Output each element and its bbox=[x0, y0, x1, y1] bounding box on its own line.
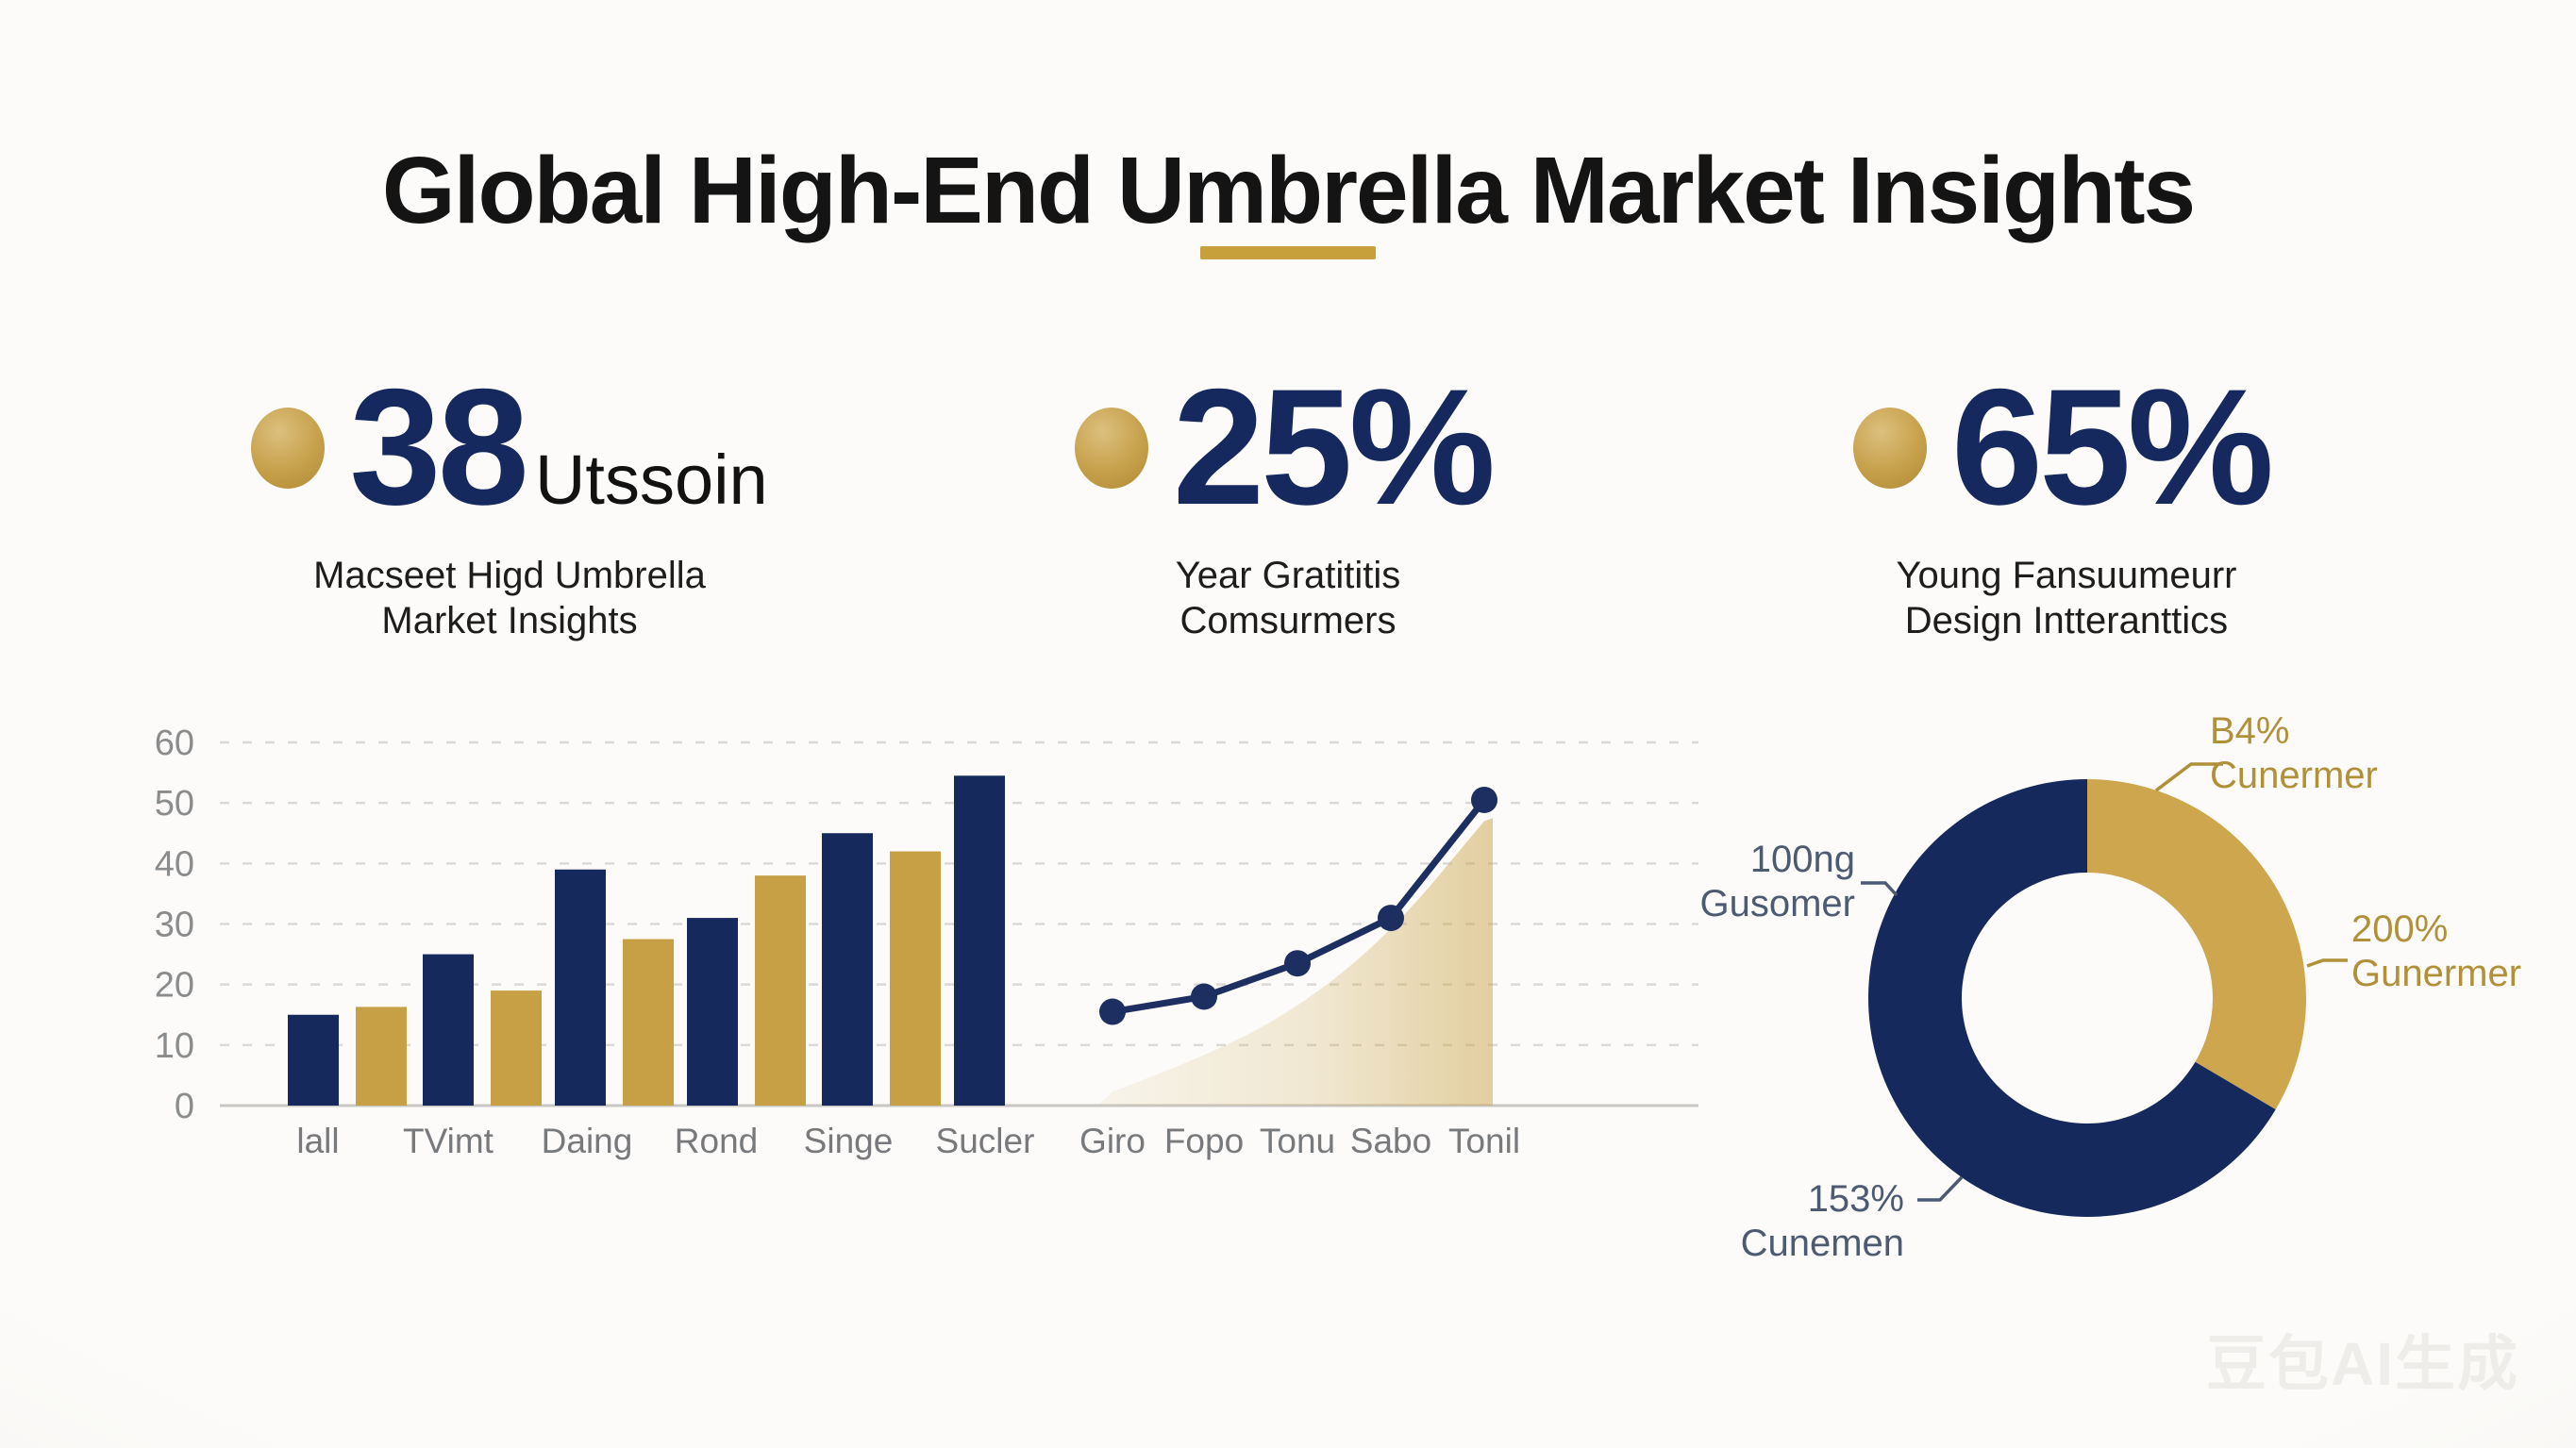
svg-text:Giro: Giro bbox=[1079, 1122, 1146, 1160]
svg-text:Sucler: Sucler bbox=[936, 1122, 1035, 1160]
donut-callout-right: 200% Gunermer bbox=[2351, 907, 2521, 996]
stat-label-line1: Year Gratititis bbox=[1175, 555, 1401, 596]
svg-text:TVimt: TVimt bbox=[403, 1122, 494, 1160]
stat-value: 25% bbox=[1172, 356, 1496, 540]
stat-card-young-consumers: 65% Young Fansuumeurr Design Intterantti… bbox=[1812, 365, 2321, 643]
callout-value: 153% bbox=[1807, 1178, 1904, 1220]
callout-leader-lines bbox=[1861, 762, 2348, 1202]
stat-unit: Utssoin bbox=[534, 441, 768, 519]
callout-value: 100ng bbox=[1749, 839, 1855, 880]
svg-text:0: 0 bbox=[175, 1087, 194, 1126]
svg-text:Daing: Daing bbox=[542, 1122, 633, 1160]
stat-card-market-size: 38 Utssoin Macseet Higd Umbrella Market … bbox=[226, 365, 793, 643]
svg-text:60: 60 bbox=[155, 724, 194, 763]
svg-text:Sabo: Sabo bbox=[1350, 1122, 1431, 1160]
line-chart: Giro Fopo Tonu Sabo Tonil bbox=[1079, 786, 1520, 1160]
stat-head: 25% bbox=[1033, 365, 1543, 530]
svg-text:40: 40 bbox=[155, 844, 194, 884]
svg-text:10: 10 bbox=[155, 1026, 194, 1066]
gold-dot-icon bbox=[251, 407, 326, 489]
donut-callout-bottom: 153% Cunemen bbox=[1678, 1177, 1904, 1266]
callout-value: B4% bbox=[2210, 710, 2290, 752]
stat-label-line1: Young Fansuumeurr bbox=[1896, 555, 2237, 596]
svg-text:Tonil: Tonil bbox=[1448, 1122, 1520, 1160]
stat-value: 65% bbox=[1950, 356, 2274, 540]
callout-label: Cunermer bbox=[2210, 755, 2378, 797]
stat-number-group: 65% bbox=[1951, 365, 2280, 530]
stat-label-line2: Design Intteranttics bbox=[1904, 600, 2229, 641]
stat-label-line1: Macseet Higd Umbrella bbox=[313, 555, 706, 596]
donut-chart bbox=[1867, 779, 2306, 1218]
callout-label: Cunemen bbox=[1740, 1223, 1904, 1265]
bar-chart: lall TVimt Daing Rond Singe Sucler bbox=[288, 775, 1034, 1160]
donut-callout-top: B4% Cunermer bbox=[2210, 709, 2378, 798]
donut-callout-left: 100ng Gusomer bbox=[1629, 838, 1856, 926]
stat-label: Year Gratititis Comsurmers bbox=[1033, 553, 1543, 643]
stat-value: 38 bbox=[349, 356, 529, 540]
stat-label-line2: Comsurmers bbox=[1179, 600, 1397, 641]
stat-head: 65% bbox=[1812, 365, 2321, 530]
svg-text:Tonu: Tonu bbox=[1260, 1122, 1335, 1160]
svg-text:lall: lall bbox=[296, 1122, 339, 1160]
page-title: Global High-End Umbrella Market Insights bbox=[381, 138, 2196, 243]
stat-number-group: 38 Utssoin bbox=[349, 365, 767, 530]
gold-dot-icon bbox=[1852, 407, 1927, 489]
callout-value: 200% bbox=[2351, 908, 2449, 950]
svg-text:30: 30 bbox=[155, 905, 194, 944]
stat-card-growth: 25% Year Gratititis Comsurmers bbox=[1033, 365, 1543, 643]
svg-text:Rond: Rond bbox=[675, 1122, 758, 1160]
svg-text:20: 20 bbox=[155, 966, 194, 1006]
stat-label-line2: Market Insights bbox=[381, 600, 638, 641]
gold-dot-icon bbox=[1074, 407, 1148, 489]
stat-label: Young Fansuumeurr Design Intteranttics bbox=[1812, 553, 2321, 643]
callout-label: Gunermer bbox=[2351, 953, 2522, 995]
stat-label: Macseet Higd Umbrella Market Insights bbox=[226, 553, 793, 643]
callout-label: Gusomer bbox=[1699, 883, 1856, 925]
svg-text:Fopo: Fopo bbox=[1164, 1122, 1244, 1160]
title-divider bbox=[1200, 246, 1376, 259]
stat-head: 38 Utssoin bbox=[226, 365, 793, 530]
stat-number-group: 25% bbox=[1173, 365, 1501, 530]
svg-text:Singe: Singe bbox=[804, 1122, 894, 1160]
watermark: 豆包AI生成 bbox=[2206, 1330, 2519, 1398]
svg-text:50: 50 bbox=[155, 784, 194, 824]
